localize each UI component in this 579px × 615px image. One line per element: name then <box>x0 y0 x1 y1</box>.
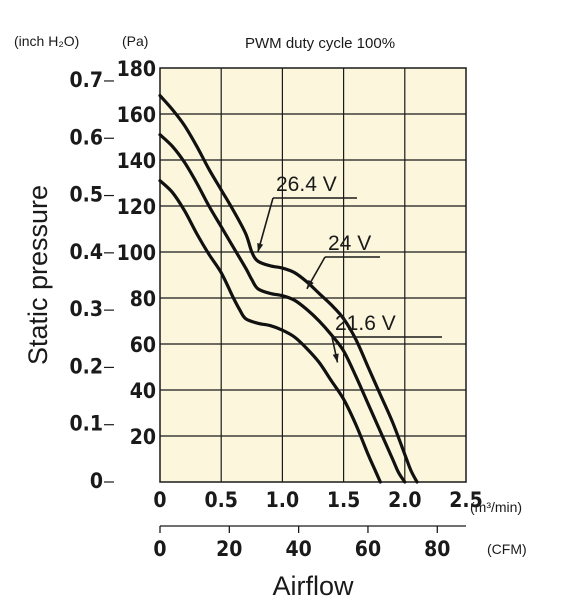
plot-background <box>159 67 467 483</box>
series-line-0 <box>158 94 419 484</box>
x-tick-label-m3: 0.5 <box>204 488 237 512</box>
x-tick-label-cfm: 40 <box>285 537 311 561</box>
y-tick-label-pa: 120 <box>117 195 156 219</box>
y-axes: 20 40 60 80 100 120 140 160 180 0 0.1 0.2 0.3 0.4 0.5 0… <box>70 57 156 493</box>
x-axis-title: Airflow <box>272 571 354 601</box>
series-arrowhead-1 <box>306 279 314 289</box>
series-line-1 <box>158 133 407 484</box>
y-tick-label-pa: 80 <box>130 287 156 311</box>
y-tick-label-pa: 100 <box>117 241 156 265</box>
x-tick-label-m3: 1.5 <box>327 488 360 512</box>
y-tick-label-pa: 40 <box>130 379 156 403</box>
series-line-2 <box>158 179 382 484</box>
series-label-1: 24 V <box>328 232 371 255</box>
callouts: 26.4 V 24 V 21.6 V <box>257 173 442 363</box>
y-tick-label-pa: 180 <box>117 57 156 81</box>
x-tick-label-cfm: 80 <box>424 537 450 561</box>
y-tick-label-inch: 0 <box>90 469 103 493</box>
y-tick-label-inch: 0.1 <box>70 412 103 436</box>
series-leader-0 <box>257 197 274 253</box>
y-tick-label-inch: 0.4 <box>70 240 103 264</box>
x-unit-primary: (m³/min) <box>470 499 522 515</box>
y-tick-label-inch: 0.3 <box>70 297 103 321</box>
y-tick-label-pa: 60 <box>130 333 156 357</box>
x-axes: 0 0.5 1.0 1.5 2.0 2.5 0 20 40 60 80 <box>153 488 482 561</box>
y-unit-secondary: (inch H₂O) <box>14 33 79 49</box>
grid <box>160 68 466 482</box>
chart-title: PWM duty cycle 100% <box>245 35 395 52</box>
x-tick-label-cfm: 0 <box>153 537 166 561</box>
x-tick-label-m3: 1.0 <box>266 488 299 512</box>
x-tick-label-m3: 2.5 <box>449 488 482 512</box>
series-arrowhead-2 <box>332 353 339 363</box>
plot-area-group <box>159 67 467 483</box>
x-tick-label-m3: 2.0 <box>388 488 421 512</box>
series-label-0: 26.4 V <box>276 173 337 196</box>
x-tick-label-m3: 0 <box>153 488 166 512</box>
y-tick-label-pa: 160 <box>117 103 156 127</box>
curves <box>158 94 419 484</box>
y-tick-label-inch: 0.2 <box>70 354 103 378</box>
x-tick-label-cfm: 60 <box>355 537 381 561</box>
series-arrowhead-0 <box>257 243 264 252</box>
y-tick-label-inch: 0.5 <box>70 183 103 207</box>
y-tick-label-inch: 0.7 <box>70 68 103 92</box>
series-label-2: 21.6 V <box>335 312 396 335</box>
y-axis-title: Static pressure <box>23 185 53 365</box>
y-tick-label-pa: 140 <box>117 149 156 173</box>
y-tick-label-pa: 20 <box>130 425 156 449</box>
x-unit-secondary: (CFM) <box>487 541 527 557</box>
y-unit-primary: (Pa) <box>122 33 148 49</box>
x-tick-label-cfm: 20 <box>216 537 242 561</box>
y-tick-label-inch: 0.6 <box>70 125 103 149</box>
